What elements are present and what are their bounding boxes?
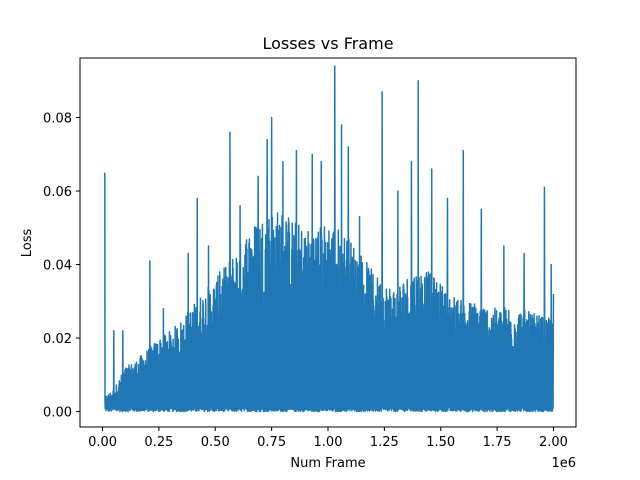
y-axis-label: Loss [20, 229, 35, 258]
x-tick-label: 0.50 [201, 435, 230, 450]
x-tick-label: 1.25 [370, 435, 399, 450]
y-axis-ticks: 0.00 0.02 0.04 0.06 0.08 [43, 112, 80, 421]
y-tick-label: 0.00 [43, 406, 72, 421]
x-tick-label: 0.00 [88, 435, 117, 450]
x-tick-label: 1.00 [314, 435, 343, 450]
x-tick-label: 2.00 [539, 435, 568, 450]
x-tick-label: 0.25 [144, 435, 173, 450]
chart-title: Losses vs Frame [262, 34, 393, 53]
x-tick-label: 0.75 [257, 435, 286, 450]
x-offset-label: 1e6 [551, 456, 576, 471]
x-axis-ticks: 0.00 0.25 0.50 0.75 1.00 1.25 1.50 1.75 2.00 [88, 427, 568, 450]
x-axis-label: Num Frame [290, 456, 365, 471]
loss-series-line [104, 65, 555, 413]
plot-layer [104, 65, 555, 413]
y-tick-label: 0.02 [43, 332, 72, 347]
x-tick-label: 1.50 [426, 435, 455, 450]
y-tick-label: 0.04 [43, 259, 72, 274]
x-tick-label: 1.75 [483, 435, 512, 450]
y-tick-label: 0.08 [43, 112, 72, 127]
y-tick-label: 0.06 [43, 185, 72, 200]
